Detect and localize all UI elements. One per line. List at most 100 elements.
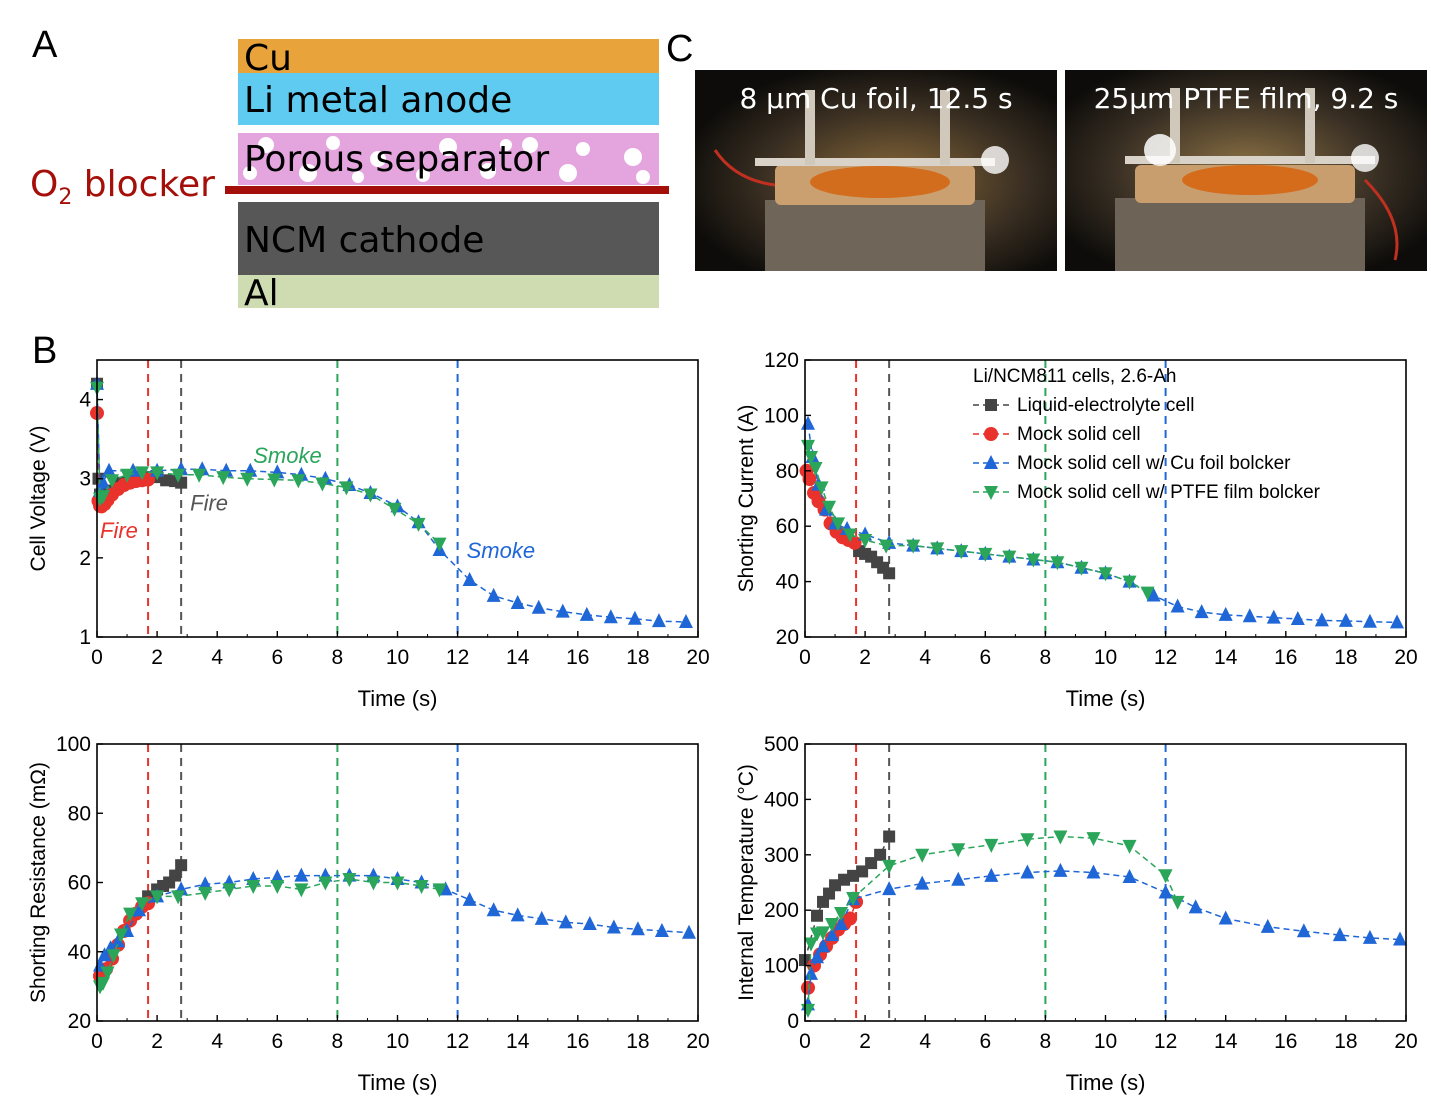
data-point: [915, 875, 930, 890]
data-point: [270, 879, 285, 894]
y-tick-label: 100: [764, 404, 799, 427]
data-point: [150, 466, 165, 481]
x-tick-label: 0: [799, 1030, 811, 1053]
x-tick-label: 2: [151, 646, 163, 669]
data-point: [906, 539, 921, 554]
data-point: [654, 922, 669, 937]
data-point: [678, 613, 693, 628]
data-point: [811, 909, 824, 922]
data-point: [801, 1003, 816, 1018]
y-tick-label: 100: [56, 733, 91, 756]
y-tick-label: 4: [79, 389, 91, 412]
series-line: [807, 835, 1179, 1010]
data-point: [106, 949, 121, 964]
legend-marker: [984, 486, 998, 500]
data-point: [339, 481, 354, 496]
data-point: [160, 474, 173, 487]
legend-entry: Mock solid cell: [1017, 424, 1141, 445]
y-axis-label: Shorting Current (A): [735, 405, 758, 593]
data-point: [1086, 832, 1101, 847]
x-tick-label: 6: [979, 646, 991, 669]
data-point: [816, 926, 831, 941]
x-tick-label: 10: [1094, 646, 1117, 669]
photo-cu-foil: 8 μm Cu foil, 12.5 s: [695, 70, 1057, 271]
data-point: [856, 865, 869, 878]
chart-3: 0 2 4 6 8 10 12 14 16 18 20 20 40 60 80 100 Time (s) Shor…: [27, 733, 710, 1095]
data-point: [432, 883, 447, 898]
data-point: [96, 474, 111, 489]
photo-cu-foil-caption: 8 μm Cu foil, 12.5 s: [739, 82, 1013, 115]
x-tick-label: 18: [626, 1030, 649, 1053]
data-point: [879, 539, 894, 554]
y-axis-label: Shorting Resistance (mΩ): [27, 762, 50, 1003]
panel-a-label: A: [32, 24, 58, 66]
data-point: [865, 857, 878, 870]
x-tick-label: 0: [799, 646, 811, 669]
x-tick-label: 14: [1214, 1030, 1238, 1053]
data-point: [222, 883, 237, 898]
data-point: [1338, 612, 1353, 627]
x-tick-label: 6: [271, 1030, 283, 1053]
x-axis-label: Time (s): [1066, 1070, 1146, 1095]
cu-layer-label: Cu: [244, 39, 292, 73]
data-point: [814, 481, 829, 496]
data-point: [1020, 833, 1035, 848]
o2-blocker-line: [225, 186, 669, 194]
data-point: [1086, 864, 1101, 879]
x-tick-label: 12: [446, 1030, 469, 1053]
data-point: [804, 937, 819, 952]
data-point: [882, 881, 897, 896]
separator-label: Porous separator: [244, 139, 550, 180]
x-tick-label: 4: [211, 1030, 223, 1053]
data-point: [175, 859, 188, 872]
data-point: [831, 517, 846, 532]
photo-ptfe-film-caption: 25μm PTFE film, 9.2 s: [1093, 82, 1399, 115]
x-tick-label: 0: [91, 1030, 103, 1053]
data-point: [1170, 895, 1185, 910]
data-point: [825, 918, 840, 933]
data-point: [1314, 612, 1329, 627]
data-point: [1194, 604, 1209, 619]
data-point: [1050, 556, 1065, 571]
x-tick-label: 16: [566, 646, 589, 669]
x-tick-label: 8: [332, 1030, 344, 1053]
x-axis-label: Time (s): [358, 686, 438, 711]
data-point: [801, 415, 816, 430]
legend-title: Li/NCM811 cells, 2.6-Ah: [973, 366, 1176, 387]
data-point: [651, 613, 666, 628]
data-point: [169, 869, 182, 882]
ncm-cathode-label: NCM cathode: [244, 220, 485, 261]
data-point: [1158, 884, 1173, 899]
x-tick-label: 4: [211, 646, 223, 669]
data-point: [132, 902, 147, 917]
data-point: [804, 965, 819, 980]
y-tick-label: 60: [776, 515, 799, 538]
x-tick-label: 18: [626, 646, 649, 669]
x-tick-label: 18: [1334, 646, 1357, 669]
data-point: [135, 897, 150, 912]
data-point: [387, 502, 402, 517]
data-point: [114, 928, 129, 943]
data-point: [366, 876, 381, 891]
x-tick-label: 8: [332, 646, 344, 669]
x-tick-label: 12: [1154, 1030, 1177, 1053]
data-point: [1332, 927, 1347, 942]
data-point: [954, 545, 969, 560]
data-point: [315, 477, 330, 492]
data-point: [984, 838, 999, 853]
data-point: [240, 472, 255, 487]
data-point: [1053, 862, 1068, 877]
x-tick-label: 18: [1334, 1030, 1357, 1053]
data-point: [1188, 899, 1203, 914]
y-tick-label: 20: [776, 626, 799, 649]
cu-layer: Cu: [238, 39, 659, 73]
data-point: [810, 949, 825, 964]
al-layer-label: Al: [244, 275, 279, 308]
chart-2: 0 2 4 6 8 10 12 14 16 18 20 20 40 60 80 100 120 Time (s) S…: [735, 349, 1418, 711]
data-point: [846, 892, 861, 907]
x-tick-label: 20: [686, 646, 709, 669]
data-point: [1122, 839, 1137, 854]
al-layer: Al: [238, 275, 659, 308]
data-point: [486, 902, 501, 917]
